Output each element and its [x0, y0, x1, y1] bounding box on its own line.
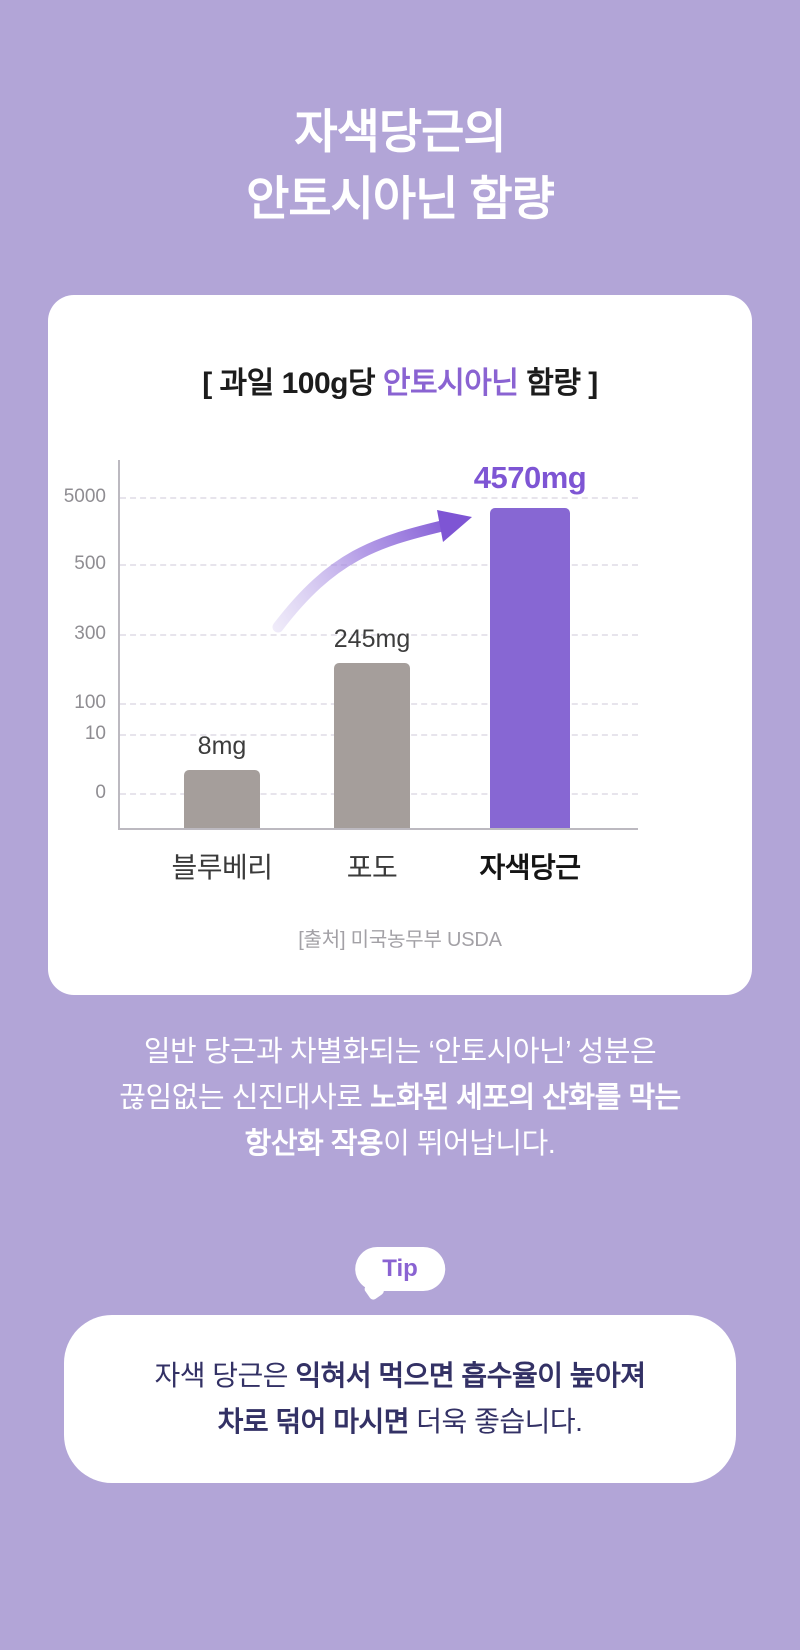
bar-value-label: 8mg: [197, 732, 247, 760]
text-segment: 이 뛰어납니다.: [383, 1127, 556, 1160]
gridline: [120, 497, 638, 499]
page-title: 자색당근의 안토시아닌 함량: [0, 98, 800, 232]
chart-plot: 5000 500 300 100 10 0 8mg 블루베리 245mg 포도 4570mg 자색당근: [64, 460, 638, 883]
text-segment: 안토시아닌: [382, 367, 519, 400]
text-segment: 더욱 좋습니다.: [408, 1405, 583, 1437]
text-segment: 항산화 작용: [244, 1127, 384, 1160]
gridline: [120, 634, 638, 636]
bar: [184, 770, 260, 828]
text-segment: 차로 덖어 마시면: [217, 1405, 410, 1437]
description-line-1: 일반 당근과 차별화되는 ‘안토시아닌’ 성분은: [0, 1030, 800, 1076]
x-axis-category-label: 포도: [346, 852, 398, 883]
chart-source: [출처] 미국농무부 USDA: [298, 929, 502, 951]
text-segment: 일반 당근과 차별화되는 ‘안토시아닌’ 성분은: [143, 1036, 657, 1068]
text-segment: 익혀서 먹으면 흡수율이 높아져: [295, 1360, 646, 1391]
tip-line-2: 차로 덖어 마시면 더욱 좋습니다.: [84, 1399, 716, 1445]
text-segment: 끊임없는 신진대사로: [119, 1081, 371, 1114]
text-segment: 자색 당근은: [154, 1360, 296, 1391]
tip-badge-label: Tip: [382, 1255, 418, 1282]
y-axis-tick-label: 500: [74, 553, 106, 574]
y-axis-tick-label: 0: [95, 782, 106, 803]
bar-group-블루베리: 8mg 블루베리: [171, 460, 273, 883]
bar: [334, 663, 410, 828]
y-axis-tick-label: 5000: [63, 486, 106, 507]
chart-title: [ 과일 100g당 안토시아닌 함량 ]: [48, 358, 752, 402]
tip-card: 자색 당근은 익혀서 먹으면 흡수율이 높아져 차로 덖어 마시면 더욱 좋습니…: [64, 1315, 736, 1483]
description-text: 일반 당근과 차별화되는 ‘안토시아닌’ 성분은 끊임없는 신진대사로 노화된 …: [0, 1030, 800, 1167]
chart-card: [ 과일 100g당 안토시아닌 함량 ] 5000 500 300 100 10 0 8m…: [48, 295, 752, 995]
page-title-line-1: 자색당근의: [294, 105, 506, 158]
tip-badge: Tip: [355, 1247, 445, 1291]
text-segment: [ 과일 100g당: [202, 367, 383, 400]
bar: [490, 508, 570, 828]
text-segment: 노화된 세포의 산화를 막는: [370, 1081, 681, 1114]
page-title-line-2: 안토시아닌 함량: [246, 172, 555, 226]
y-axis-tick-label: 100: [74, 692, 106, 713]
x-axis-category-label: 블루베리: [171, 852, 273, 883]
description-line-3: 항산화 작용이 뛰어납니다.: [0, 1122, 800, 1168]
text-segment: 함량 ]: [518, 367, 598, 400]
bar-group-자색당근: 4570mg 자색당근: [474, 460, 587, 883]
y-axis-tick-label: 300: [74, 623, 106, 644]
bar-value-label: 4570mg: [473, 460, 587, 495]
bar-value-label: 245mg: [333, 625, 411, 653]
bar-group-포도: 245mg 포도: [333, 460, 411, 883]
y-axis-tick-label: 10: [84, 723, 106, 744]
description-line-2: 끊임없는 신진대사로 노화된 세포의 산화를 막는: [0, 1076, 800, 1122]
tip-line-1: 자색 당근은 익혀서 먹으면 흡수율이 높아져: [84, 1353, 716, 1399]
x-axis-category-label: 자색당근: [479, 852, 581, 883]
